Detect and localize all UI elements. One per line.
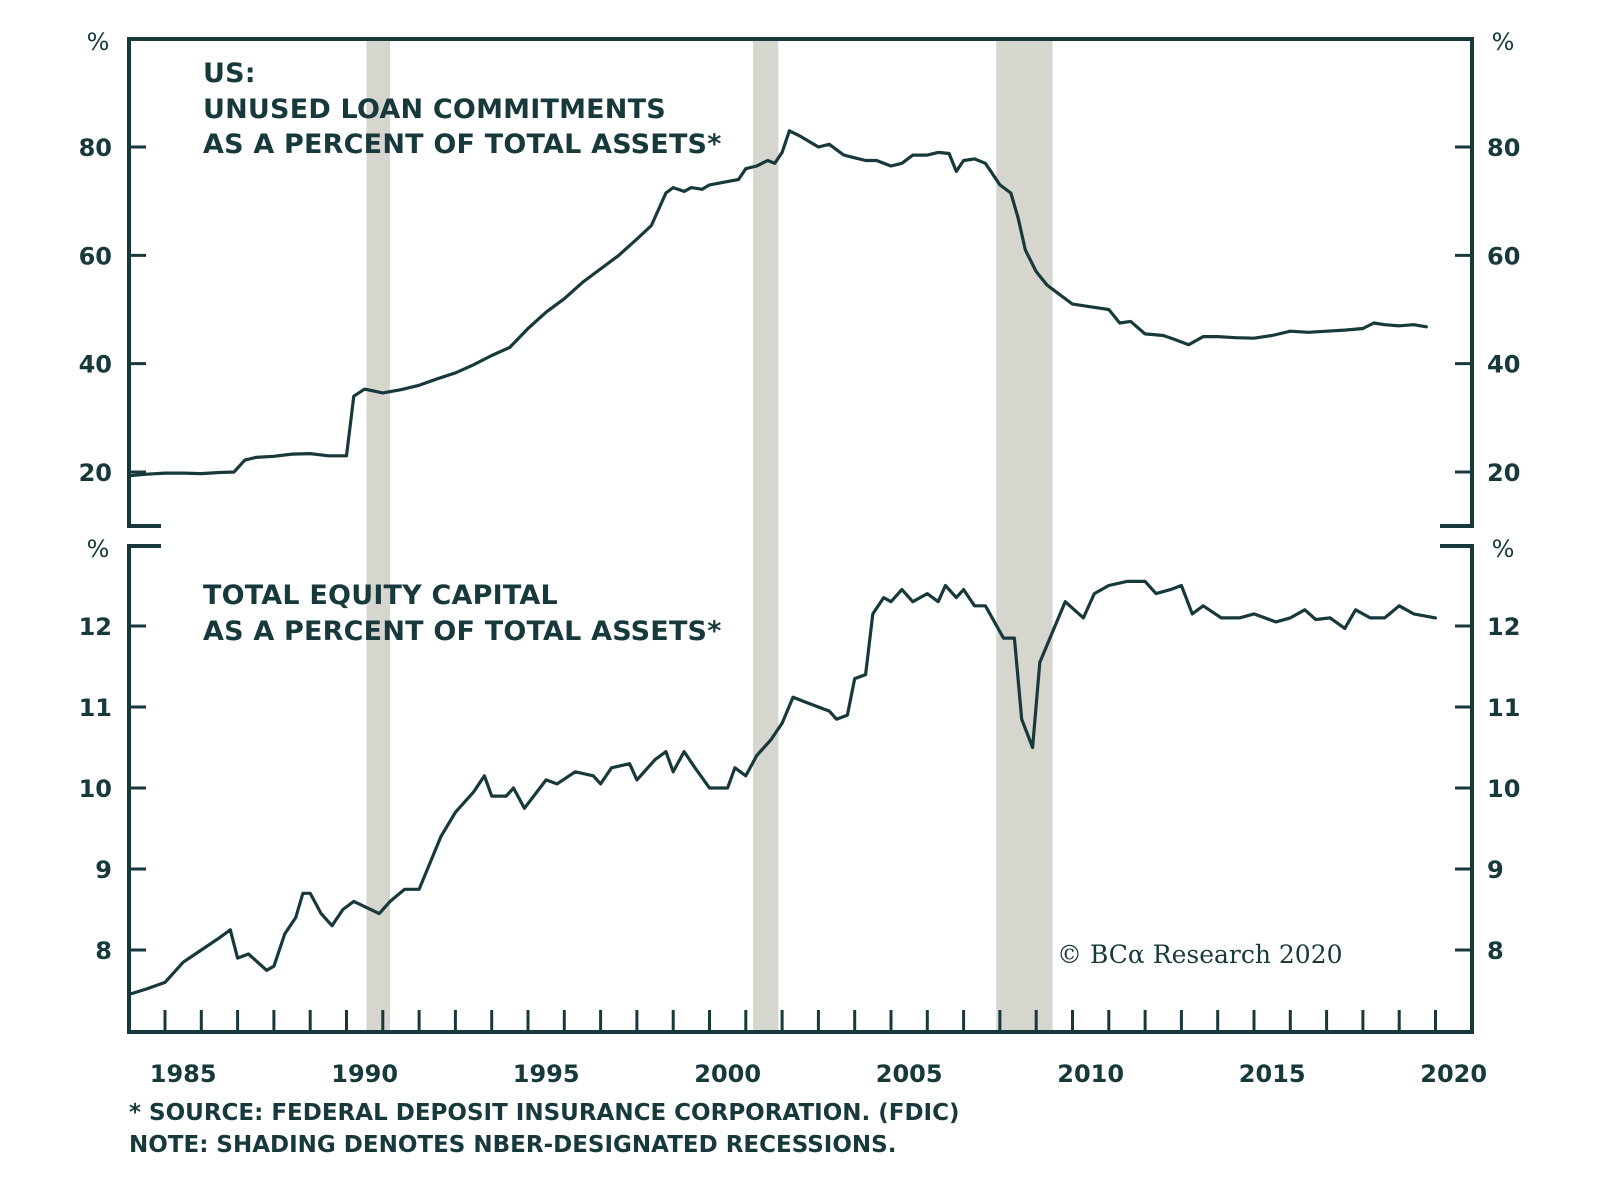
bottom-panel-title-line-1: TOTAL EQUITY CAPITAL bbox=[203, 580, 558, 611]
top-left-ytick-label: 80 bbox=[79, 134, 112, 162]
top-right-unit-label: % bbox=[1492, 28, 1515, 56]
x-tick-label-2020: 2020 bbox=[1420, 1060, 1487, 1088]
bottom-right-ytick-label: 12 bbox=[1487, 613, 1520, 641]
x-tick-label-1995: 1995 bbox=[513, 1060, 580, 1088]
bottom-right-unit-label: % bbox=[1492, 535, 1515, 563]
top-right-ytick-label: 40 bbox=[1487, 351, 1520, 379]
x-tick-label-2010: 2010 bbox=[1057, 1060, 1124, 1088]
top-panel-frame bbox=[127, 37, 1474, 528]
bottom-left-ytick-label: 11 bbox=[79, 694, 112, 722]
top-left-ytick-label: 60 bbox=[79, 242, 112, 270]
x-tick-label-2015: 2015 bbox=[1239, 1060, 1306, 1088]
recession-shading-layer bbox=[366, 39, 1053, 1032]
top-panel-title-line-1: US: bbox=[203, 58, 256, 89]
top-panel-title-line-3: AS A PERCENT OF TOTAL ASSETS* bbox=[203, 129, 722, 160]
bottom-left-ytick-label: 10 bbox=[79, 775, 112, 803]
bottom-left-ytick-label: 9 bbox=[95, 856, 112, 884]
top-left-unit-label: % bbox=[87, 28, 110, 56]
bottom-right-ytick-label: 10 bbox=[1487, 775, 1520, 803]
x-tick-label-1990: 1990 bbox=[331, 1060, 398, 1088]
bottom-panel-title-line-2: AS A PERCENT OF TOTAL ASSETS* bbox=[203, 616, 722, 647]
series-layer bbox=[127, 129, 1438, 997]
bottom-right-ytick-label: 11 bbox=[1487, 694, 1520, 722]
top-right-ytick-label: 80 bbox=[1487, 134, 1520, 162]
copyright-label: © BCα Research 2020 bbox=[1057, 940, 1343, 969]
source-footnote: * SOURCE: FEDERAL DEPOSIT INSURANCE CORP… bbox=[129, 1100, 960, 1126]
top-right-ytick-label: 60 bbox=[1487, 242, 1520, 270]
bottom-left-unit-label: % bbox=[87, 535, 110, 563]
bottom-right-ytick-label: 8 bbox=[1487, 937, 1504, 965]
bottom-left-ytick-label: 8 bbox=[95, 937, 112, 965]
top-left-ytick-label: 20 bbox=[79, 459, 112, 487]
recession-band-1 bbox=[366, 39, 391, 1032]
recession-band-2 bbox=[753, 39, 779, 1032]
top-series-line bbox=[127, 129, 1429, 478]
x-tick-label-1985: 1985 bbox=[150, 1060, 217, 1088]
recession-note: NOTE: SHADING DENOTES NBER-DESIGNATED RE… bbox=[129, 1132, 896, 1158]
recession-band-3 bbox=[996, 39, 1053, 1032]
x-tick-label-2000: 2000 bbox=[694, 1060, 761, 1088]
top-panel-title-line-2: UNUSED LOAN COMMITMENTS bbox=[203, 94, 666, 125]
bottom-left-ytick-label: 12 bbox=[79, 613, 112, 641]
top-right-ytick-label: 20 bbox=[1487, 459, 1520, 487]
top-left-ytick-label: 40 bbox=[79, 351, 112, 379]
bottom-right-ytick-label: 9 bbox=[1487, 856, 1504, 884]
x-tick-label-2005: 2005 bbox=[876, 1060, 943, 1088]
bottom-series-line bbox=[127, 579, 1438, 997]
